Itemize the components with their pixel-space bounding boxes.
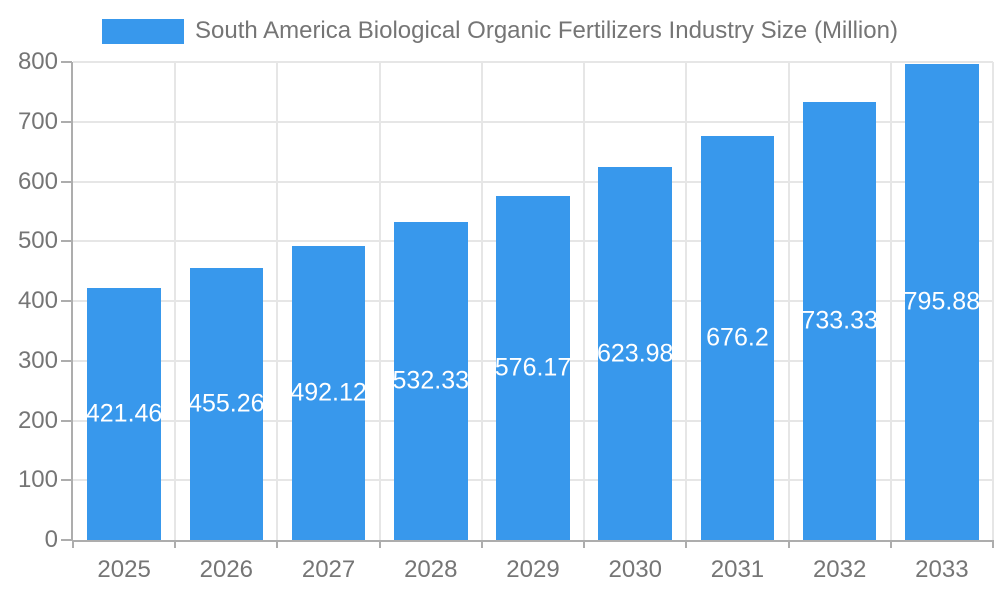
- gridline-vertical: [583, 62, 586, 540]
- y-axis-label: 0: [44, 526, 58, 553]
- x-axis-tick: [583, 540, 586, 548]
- plot-area: 421.46 455.26 492.12 532.33 576.17 623.98 676.…: [61, 61, 994, 548]
- bar: [802, 101, 877, 540]
- bar: [393, 221, 468, 540]
- bar: [189, 267, 264, 540]
- x-axis-tick: [889, 540, 892, 548]
- y-axis-tick: [61, 359, 72, 362]
- x-axis-label: 2031: [710, 556, 765, 583]
- y-axis-label: 400: [17, 287, 58, 314]
- y-axis-tick: [61, 120, 72, 123]
- bar: [496, 195, 570, 540]
- legend-swatch: [102, 18, 185, 44]
- legend-label: South America Biological Organic Fertili…: [195, 17, 898, 44]
- x-axis-label: 2026: [199, 556, 254, 583]
- y-axis-tick: [61, 240, 72, 243]
- bar: [700, 135, 775, 540]
- x-axis-label: 2033: [915, 556, 969, 583]
- bar-value-label: 492.12: [290, 378, 367, 407]
- y-axis-label: 600: [17, 167, 58, 195]
- y-axis-tick: [61, 300, 72, 302]
- bar-value-label: 676.2: [706, 323, 769, 352]
- x-axis-tick: [787, 540, 790, 548]
- x-axis-label: 2029: [506, 556, 560, 583]
- gridline-vertical: [992, 62, 994, 540]
- gridline-horizontal: [73, 120, 993, 123]
- y-axis-line: [71, 62, 73, 540]
- x-axis-label: 2032: [812, 556, 867, 583]
- bar-value-label: 733.33: [801, 306, 878, 335]
- gridline-vertical: [480, 62, 483, 540]
- legend: South America Biological Organic Fertili…: [0, 17, 1000, 45]
- bar-value-label: 576.17: [494, 353, 572, 382]
- y-axis-label: 700: [17, 107, 58, 135]
- x-axis-tick: [174, 540, 177, 548]
- y-axis-tick: [61, 419, 72, 422]
- y-axis-label: 800: [17, 48, 58, 75]
- x-axis-label: 2025: [97, 556, 151, 583]
- bar-value-label: 421.46: [85, 399, 163, 428]
- bar-value-label: 532.33: [392, 366, 469, 395]
- x-axis-tick: [276, 540, 279, 548]
- y-axis-tick: [61, 61, 72, 63]
- x-axis-tick: [72, 540, 74, 548]
- x-axis-tick: [685, 540, 688, 548]
- bar-value-label: 623.98: [596, 339, 674, 368]
- y-axis-label: 300: [17, 346, 58, 374]
- gridline-vertical: [174, 62, 177, 540]
- x-axis-tick: [480, 540, 483, 548]
- y-axis-label: 200: [17, 406, 58, 434]
- gridline-vertical: [685, 62, 688, 540]
- bar: [87, 288, 161, 540]
- bar: [291, 245, 366, 540]
- gridline-vertical: [787, 62, 790, 540]
- x-axis-label: 2027: [301, 556, 356, 583]
- y-axis-tick: [61, 539, 72, 541]
- y-axis-tick: [61, 479, 72, 482]
- y-axis-label: 100: [17, 466, 58, 494]
- gridline-vertical: [276, 62, 279, 540]
- gridline-vertical: [889, 62, 892, 540]
- x-axis-tick: [992, 540, 994, 548]
- bar-value-label: 795.88: [903, 287, 981, 316]
- x-axis-tick: [378, 540, 381, 548]
- bar-value-label: 455.26: [188, 389, 265, 418]
- x-axis-line: [73, 540, 993, 542]
- bar: [598, 167, 673, 540]
- y-axis-tick: [61, 180, 72, 183]
- gridline-vertical: [378, 62, 381, 540]
- gridline-horizontal: [73, 61, 993, 63]
- gridline-horizontal: [73, 180, 993, 183]
- x-axis-label: 2028: [404, 556, 458, 583]
- x-axis-label: 2030: [608, 556, 662, 583]
- bar: [905, 64, 979, 540]
- y-axis-label: 500: [17, 227, 58, 255]
